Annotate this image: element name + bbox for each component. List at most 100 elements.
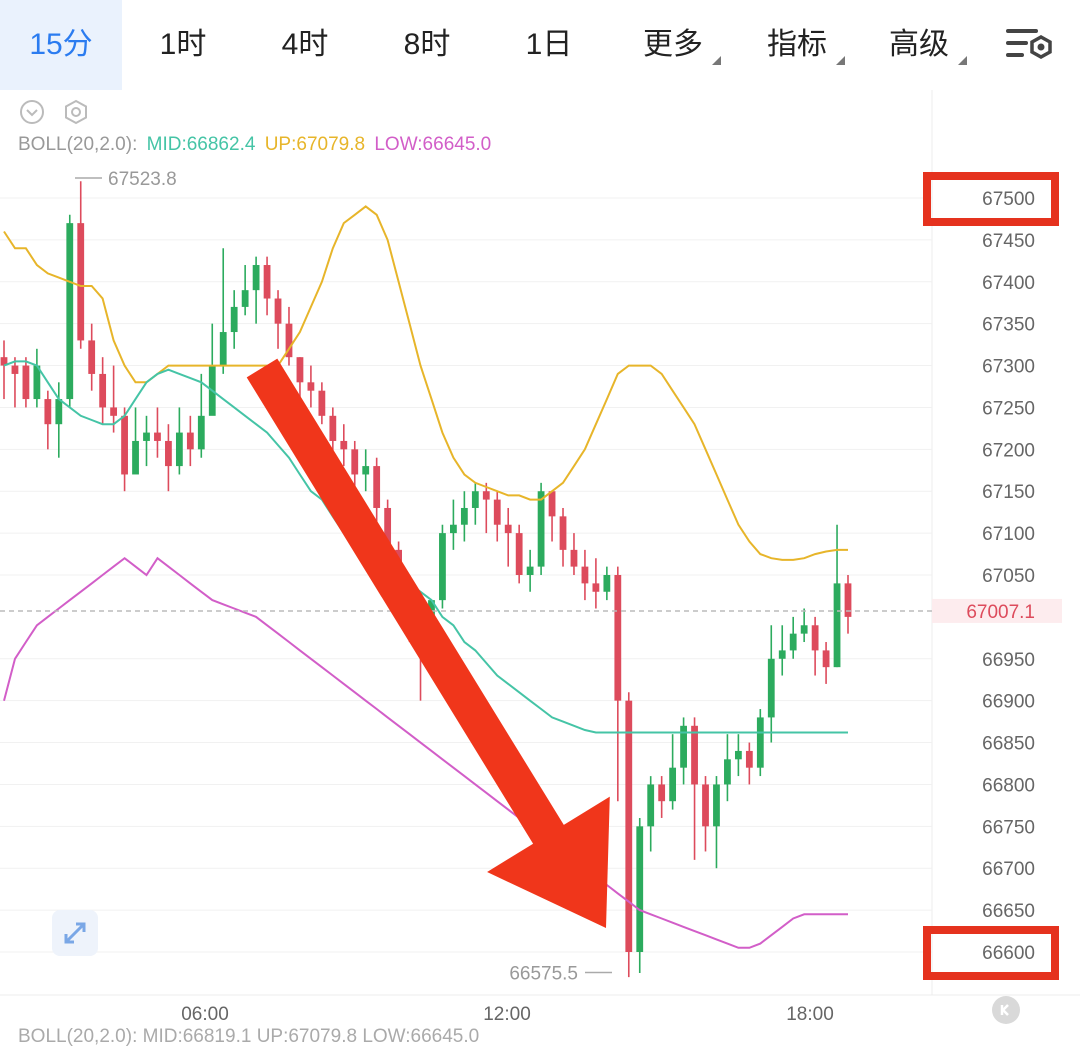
candle-body <box>296 357 304 383</box>
candle-body <box>822 650 830 668</box>
candle-body <box>154 432 161 441</box>
y-tick-label: 66800 <box>982 775 1035 796</box>
boll-upper-line <box>3 205 848 561</box>
candle-body <box>22 365 30 400</box>
candle-body <box>307 382 315 391</box>
y-tick-label: 66950 <box>982 650 1035 671</box>
boll-mid-line <box>3 360 848 734</box>
tab-more[interactable]: 更多 <box>643 28 703 61</box>
candle-body <box>121 415 128 475</box>
reset-view-icon[interactable] <box>992 996 1020 1024</box>
candle-body <box>132 440 139 475</box>
y-tick-label: 67350 <box>982 315 1035 336</box>
y-tick-label: 66700 <box>982 859 1035 880</box>
advanced-dropdown-icon <box>958 56 967 65</box>
candle-body <box>658 784 666 802</box>
candle-body <box>844 583 852 617</box>
candle-body <box>789 633 797 651</box>
candle-body <box>800 625 808 634</box>
candle-body <box>450 524 457 534</box>
chevron-down-circle-icon[interactable] <box>19 99 45 125</box>
candlestick-chart[interactable]: 67500 67450 67400 67350 67300 67250 67200 67150… <box>0 90 1080 1026</box>
candle-body <box>0 357 8 366</box>
more-dropdown-icon <box>712 56 721 65</box>
y-tick-label: 66650 <box>982 901 1035 922</box>
hexagon-gear-icon[interactable] <box>63 99 89 125</box>
low-marker-label: 66575.5 <box>509 964 578 985</box>
candle-body <box>351 449 359 475</box>
tab-1d[interactable]: 1日 <box>525 28 573 61</box>
candle-body <box>263 265 271 299</box>
candle-body <box>99 373 107 408</box>
candle-body <box>625 700 633 952</box>
bottom-indicator-legend: BOLL(20,2.0): MID:66819.1 UP:67079.8 LOW… <box>18 1026 480 1047</box>
y-tick-label: 67300 <box>982 357 1035 378</box>
candle-body <box>526 566 534 575</box>
tab-15m[interactable]: 15分 <box>0 0 122 90</box>
candle-body <box>548 491 556 517</box>
highlight-box <box>923 172 1059 226</box>
y-tick-label: 67400 <box>982 273 1035 294</box>
boll-lower-line <box>3 556 848 949</box>
candle-body <box>33 365 41 400</box>
candle-body <box>833 583 841 668</box>
y-tick-label: 67100 <box>982 524 1035 545</box>
candle-body <box>439 533 446 601</box>
candle-body <box>44 399 52 425</box>
candle-body <box>219 332 227 366</box>
candle-body <box>603 575 611 592</box>
candle-body <box>702 784 709 827</box>
candle-body <box>460 507 468 525</box>
highlight-box <box>923 926 1059 980</box>
candle-body <box>252 265 260 291</box>
candle-body <box>77 223 85 341</box>
candle-body <box>734 750 742 760</box>
candle-body <box>175 432 183 467</box>
boll-indicator-legend: BOLL(20,2.0): MID:66862.4 UP:67079.8 LOW… <box>18 134 495 156</box>
candle-body <box>811 625 819 651</box>
chart-settings-icon[interactable] <box>1004 25 1054 65</box>
indicators-dropdown-icon <box>836 56 845 65</box>
trend-arrow <box>246 358 610 929</box>
candle-body <box>504 524 512 534</box>
timeframe-tabs: 15分 1时 4时 8时 1日 更多 指标 高级 <box>0 0 1080 90</box>
candle-body <box>143 432 150 441</box>
candle-body <box>636 826 644 952</box>
candle-body <box>691 725 698 785</box>
candle-body <box>186 432 194 450</box>
candle-body <box>197 415 205 450</box>
candle-body <box>515 533 523 575</box>
current-price-tag <box>932 598 1062 623</box>
y-tick-label: 67500 <box>982 189 1035 210</box>
candle-body <box>756 717 764 768</box>
y-tick-label: 67200 <box>982 440 1035 461</box>
tab-4h[interactable]: 4时 <box>281 28 329 61</box>
candle-body <box>745 750 753 768</box>
candle-body <box>614 575 622 701</box>
tab-indicators[interactable]: 指标 <box>767 28 827 61</box>
candle-body <box>570 549 578 567</box>
high-marker-label: 67523.8 <box>108 169 177 190</box>
tab-1h[interactable]: 1时 <box>159 28 207 61</box>
y-tick-label: 66850 <box>982 734 1035 755</box>
y-tick-label: 66600 <box>982 943 1035 964</box>
candle-body <box>537 491 545 567</box>
x-tick-label: 18:00 <box>786 1004 834 1025</box>
expand-arrows-icon[interactable] <box>52 910 98 956</box>
y-tick-label: 67250 <box>982 398 1035 419</box>
boll-low-value: LOW:66645.0 <box>374 134 492 155</box>
candle-body <box>55 399 63 425</box>
tab-advanced[interactable]: 高级 <box>889 28 949 61</box>
current-price-label: 67007.1 <box>966 602 1035 623</box>
candle-body <box>592 583 600 592</box>
boll-name: BOLL(20,2.0): <box>18 134 138 155</box>
candle-body <box>713 784 720 827</box>
candle-body <box>318 390 326 416</box>
candle-body <box>767 658 775 718</box>
tab-8h[interactable]: 8时 <box>403 28 451 61</box>
candle-body <box>241 290 249 307</box>
x-tick-label: 06:00 <box>181 1004 229 1025</box>
candle-body <box>724 759 731 785</box>
candle-body <box>680 725 687 768</box>
candle-body <box>482 491 490 500</box>
